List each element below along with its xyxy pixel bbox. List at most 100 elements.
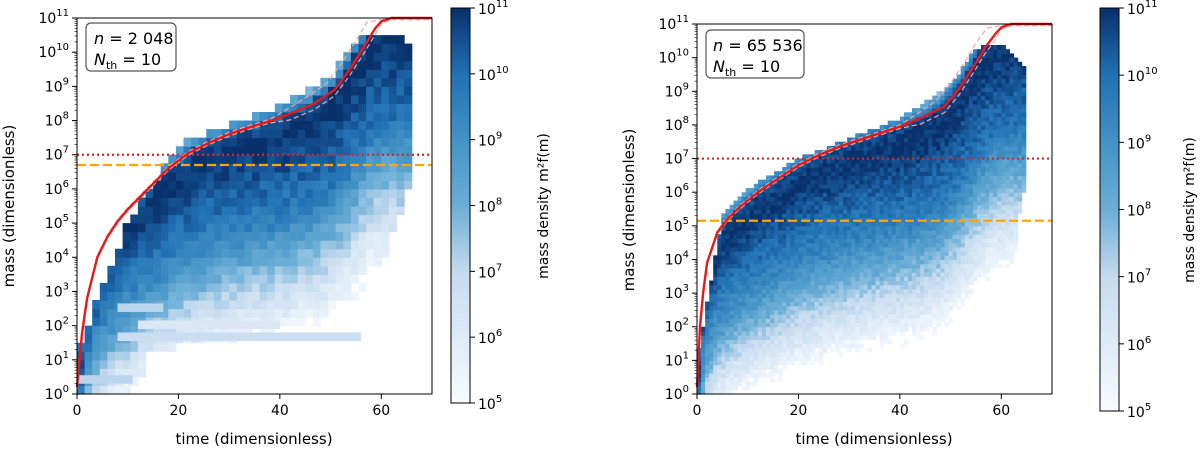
heatmap-cell bbox=[237, 240, 245, 249]
heatmap-cell bbox=[880, 306, 885, 311]
heatmap-cell bbox=[721, 247, 726, 252]
heatmap-cell bbox=[949, 260, 954, 265]
heatmap-cell bbox=[282, 206, 290, 215]
heatmap-cell bbox=[940, 222, 945, 227]
heatmap-cell bbox=[908, 310, 913, 315]
heatmap-cell bbox=[855, 318, 860, 323]
heatmap-cell bbox=[176, 300, 184, 309]
heatmap-cell bbox=[328, 138, 336, 147]
heatmap-cell bbox=[969, 255, 974, 260]
heatmap-cell bbox=[888, 167, 893, 172]
heatmap-cell bbox=[721, 297, 726, 302]
heatmap-cell bbox=[932, 180, 937, 185]
heatmap-cell bbox=[1009, 255, 1014, 260]
heatmap-cell bbox=[730, 335, 735, 340]
heatmap-cell bbox=[305, 266, 313, 275]
heatmap-cell bbox=[738, 213, 743, 218]
heatmap-cell bbox=[758, 222, 763, 227]
heatmap-cell bbox=[924, 247, 929, 252]
heatmap-cell bbox=[1014, 163, 1019, 168]
heatmap-cell bbox=[843, 272, 848, 277]
heatmap-cell bbox=[924, 327, 929, 332]
heatmap-cell bbox=[908, 264, 913, 269]
heatmap-cell bbox=[730, 306, 735, 311]
heatmap-cell bbox=[847, 243, 852, 248]
heatmap-cell bbox=[961, 133, 966, 138]
heatmap-cell bbox=[949, 121, 954, 126]
heatmap-cell bbox=[831, 238, 836, 243]
heatmap-cell bbox=[851, 196, 856, 201]
heatmap-cell bbox=[1001, 138, 1006, 143]
heatmap-cell bbox=[851, 293, 856, 298]
heatmap-cell bbox=[969, 167, 974, 172]
heatmap-cell bbox=[847, 171, 852, 176]
heatmap-cell bbox=[366, 95, 374, 104]
heatmap-cell bbox=[782, 356, 787, 361]
heatmap-cell bbox=[989, 260, 994, 265]
heatmap-cell bbox=[290, 274, 298, 283]
heatmap-strip bbox=[138, 321, 280, 330]
heatmap-cell bbox=[778, 180, 783, 185]
heatmap-cell bbox=[260, 266, 268, 275]
heatmap-cell bbox=[199, 198, 207, 207]
heatmap-cell bbox=[730, 238, 735, 243]
heatmap-cell bbox=[876, 201, 881, 206]
heatmap-cell bbox=[130, 292, 138, 301]
heatmap-cell bbox=[815, 276, 820, 281]
heatmap-cell bbox=[366, 206, 374, 215]
heatmap-cell bbox=[823, 238, 828, 243]
heatmap-cell bbox=[107, 283, 115, 292]
heatmap-cell bbox=[359, 95, 367, 104]
heatmap-cell bbox=[859, 302, 864, 307]
heatmap-cell bbox=[884, 201, 889, 206]
heatmap-cell bbox=[843, 293, 848, 298]
heatmap-cell bbox=[936, 285, 941, 290]
heatmap-cell bbox=[359, 240, 367, 249]
heatmap-cell bbox=[945, 129, 950, 134]
heatmap-cell bbox=[819, 213, 824, 218]
heatmap-cell bbox=[774, 360, 779, 365]
heatmap-cell bbox=[713, 310, 718, 315]
heatmap-cell bbox=[957, 264, 962, 269]
heatmap-cell bbox=[900, 133, 905, 138]
heatmap-cell bbox=[754, 226, 759, 231]
heatmap-cell bbox=[191, 155, 199, 164]
heatmap-cell bbox=[985, 167, 990, 172]
heatmap-cell bbox=[750, 369, 755, 374]
heatmap-cell bbox=[738, 327, 743, 332]
heatmap-cell bbox=[1014, 247, 1019, 252]
heatmap-cell bbox=[924, 188, 929, 193]
heatmap-cell bbox=[742, 281, 747, 286]
heatmap-cell bbox=[912, 293, 917, 298]
heatmap-cell bbox=[965, 91, 970, 96]
heatmap-cell bbox=[835, 188, 840, 193]
heatmap-cell bbox=[916, 331, 921, 336]
heatmap-cell bbox=[985, 209, 990, 214]
heatmap-cell bbox=[750, 318, 755, 323]
heatmap-cell bbox=[912, 272, 917, 277]
heatmap-cell bbox=[803, 264, 808, 269]
heatmap-cell bbox=[916, 314, 921, 319]
heatmap-cell bbox=[786, 327, 791, 332]
heatmap-cell bbox=[1001, 53, 1006, 58]
heatmap-cell bbox=[884, 175, 889, 180]
heatmap-cell bbox=[945, 201, 950, 206]
y-tick-label: 106 bbox=[45, 179, 69, 198]
heatmap-cell bbox=[381, 95, 389, 104]
heatmap-cell bbox=[252, 300, 260, 309]
heatmap-cell bbox=[993, 163, 998, 168]
heatmap-cell bbox=[823, 260, 828, 265]
heatmap-cell bbox=[803, 234, 808, 239]
heatmap-cell bbox=[313, 206, 321, 215]
heatmap-cell bbox=[359, 249, 367, 258]
heatmap-cell bbox=[884, 285, 889, 290]
heatmap-cell bbox=[754, 234, 759, 239]
heatmap-cell bbox=[888, 121, 893, 126]
heatmap-cell bbox=[786, 352, 791, 357]
heatmap-cell bbox=[920, 142, 925, 147]
heatmap-cell bbox=[859, 255, 864, 260]
heatmap-cell bbox=[997, 125, 1002, 130]
heatmap-cell bbox=[750, 285, 755, 290]
heatmap-cell bbox=[985, 112, 990, 117]
heatmap-cell bbox=[892, 234, 897, 239]
